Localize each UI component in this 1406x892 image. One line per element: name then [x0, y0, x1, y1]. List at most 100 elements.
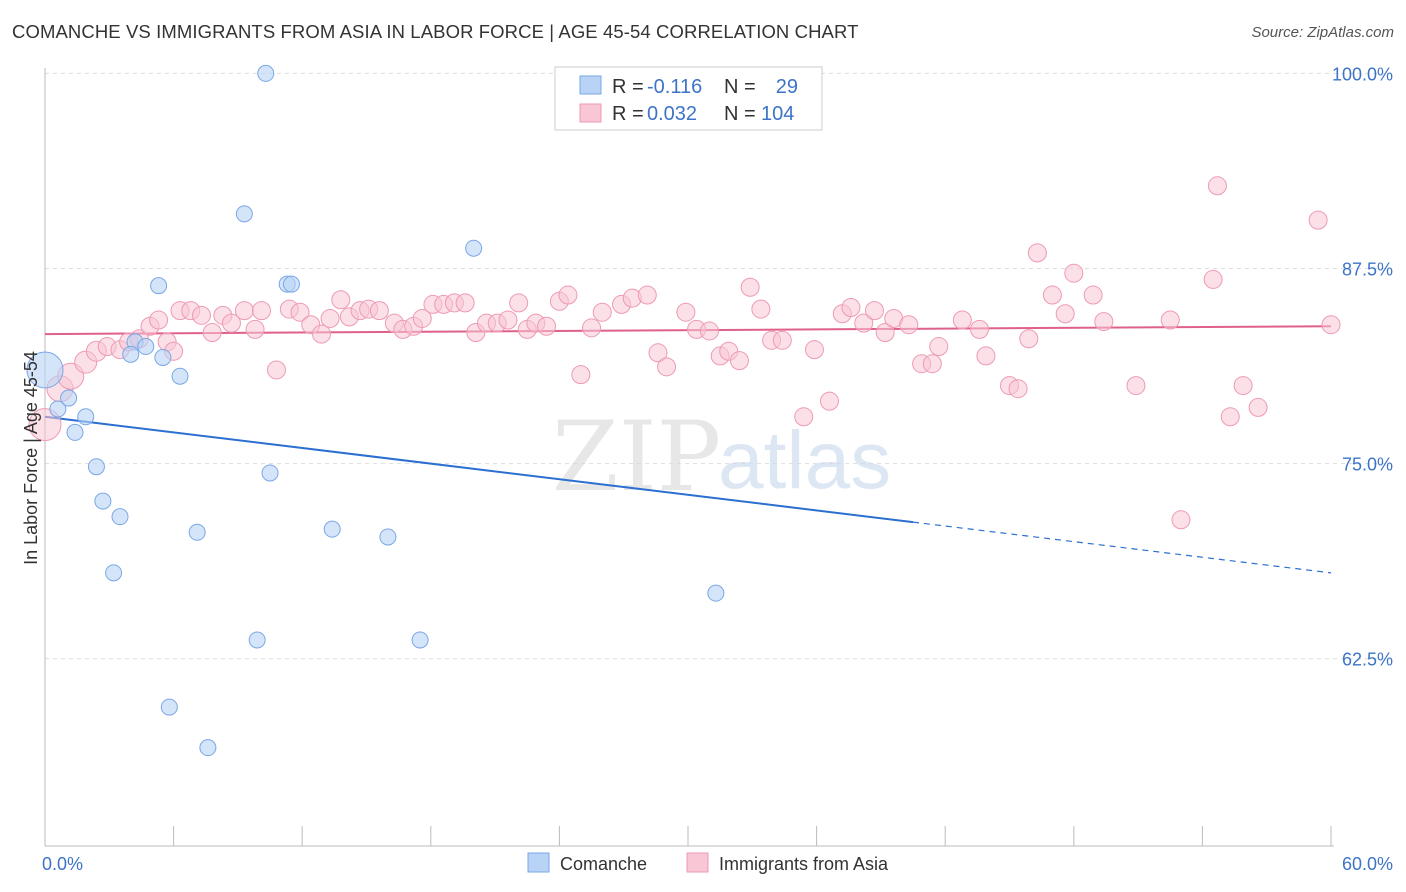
asia-point: [804, 340, 824, 360]
asia-point: [1064, 263, 1084, 283]
asia-point: [221, 313, 241, 333]
asia-point: [245, 319, 265, 339]
asia-point: [592, 302, 612, 322]
bottom-legend-swatch-comanche: [527, 852, 550, 873]
asia-point: [875, 323, 895, 343]
legend-swatch-comanche: [579, 75, 602, 95]
axes: [44, 68, 1334, 847]
asia-point: [929, 337, 949, 357]
comanche-point: [105, 564, 123, 582]
x-tick-label: 0.0%: [42, 854, 83, 874]
asia-point: [1171, 510, 1191, 530]
y-tick-labels: 100.0% 87.5% 75.0% 62.5%: [1332, 64, 1393, 669]
chart-title: COMANCHE VS IMMIGRANTS FROM ASIA IN LABO…: [12, 21, 859, 42]
comanche-point: [160, 698, 178, 716]
legend-swatch-asia: [579, 103, 602, 123]
legend-r-value: -0.116: [647, 76, 702, 98]
legend-r-label: R =: [612, 76, 644, 98]
asia-point: [794, 407, 814, 427]
comanche-point: [111, 508, 129, 526]
comanche-point: [199, 739, 217, 757]
asia-point: [311, 324, 331, 344]
asia-point: [1019, 329, 1039, 349]
asia-point: [1008, 379, 1028, 399]
legend-n-label: N =: [724, 76, 756, 98]
comanche-point: [257, 64, 275, 82]
asia-point: [699, 321, 719, 341]
comanche-point: [282, 275, 300, 293]
y-axis-label: In Labor Force | Age 45-54: [21, 351, 41, 565]
comanche-point: [323, 520, 341, 538]
asia-point: [1220, 407, 1240, 427]
asia-point: [369, 301, 389, 321]
comanche-point: [87, 458, 105, 476]
asia-point: [729, 351, 749, 371]
bottom-legend-swatch-asia: [686, 852, 709, 873]
comanche-point: [171, 367, 189, 385]
comanche-point: [248, 631, 266, 649]
asia-point: [202, 323, 222, 343]
asia-point: [740, 277, 760, 297]
asia-point: [1083, 285, 1103, 305]
comanche-point: [235, 205, 253, 223]
comanche-point: [411, 631, 429, 649]
x-tick-label: 60.0%: [1342, 854, 1393, 874]
asia-point: [455, 293, 475, 313]
asia-point: [1126, 376, 1146, 396]
asia-point: [28, 408, 62, 442]
asia-point: [637, 285, 657, 305]
comanche-point: [261, 464, 279, 482]
asia-point: [266, 360, 286, 380]
asia-points: [28, 176, 1341, 530]
asia-point: [571, 365, 591, 385]
comanche-point: [26, 351, 64, 389]
asia-point: [657, 357, 677, 377]
asia-point: [819, 391, 839, 411]
asia-point: [412, 308, 432, 328]
asia-point: [969, 319, 989, 339]
asia-point: [251, 301, 271, 321]
comanche-point: [154, 348, 172, 366]
comanche-point: [122, 345, 140, 363]
asia-point: [149, 310, 169, 330]
bottom-legend-comanche: Comanche: [560, 854, 647, 874]
legend-n-value: 29: [776, 76, 798, 98]
comanche-point: [137, 338, 155, 356]
legend-n-label: N =: [724, 103, 756, 125]
watermark-zip: ZIP: [552, 401, 721, 513]
comanche-point: [379, 528, 397, 546]
comanche-point: [94, 492, 112, 510]
asia-point: [772, 330, 792, 350]
asia-point: [498, 310, 518, 330]
asia-point: [1160, 310, 1180, 330]
asia-point: [537, 316, 557, 336]
asia-point: [1055, 304, 1075, 324]
y-tick-label: 87.5%: [1342, 260, 1393, 280]
comanche-points: [26, 64, 725, 757]
asia-point: [899, 315, 919, 335]
legend-box: R = -0.116 N = 29 R = 0.032 N = 104: [554, 66, 823, 131]
asia-point: [1203, 269, 1223, 289]
asia-point: [1042, 285, 1062, 305]
asia-point: [1321, 315, 1341, 335]
comanche-point: [188, 523, 206, 541]
comanche-point: [77, 408, 95, 426]
asia-point: [320, 308, 340, 328]
asia-point: [582, 318, 602, 338]
asia-point: [331, 290, 351, 310]
asia-point: [864, 301, 884, 321]
comanche-point: [66, 423, 84, 441]
y-tick-label: 75.0%: [1342, 455, 1393, 475]
asia-point: [676, 302, 696, 322]
bottom-legend: Comanche Immigrants from Asia: [527, 852, 889, 874]
comanche-point: [60, 389, 78, 407]
asia-point: [290, 302, 310, 322]
asia-point: [1094, 312, 1114, 332]
legend-r-value: 0.032: [647, 103, 697, 125]
watermark-atlas: atlas: [718, 415, 891, 506]
asia-point: [751, 299, 771, 319]
comanche-point: [150, 277, 168, 295]
comanche-point: [49, 400, 67, 418]
asia-point: [234, 301, 254, 321]
